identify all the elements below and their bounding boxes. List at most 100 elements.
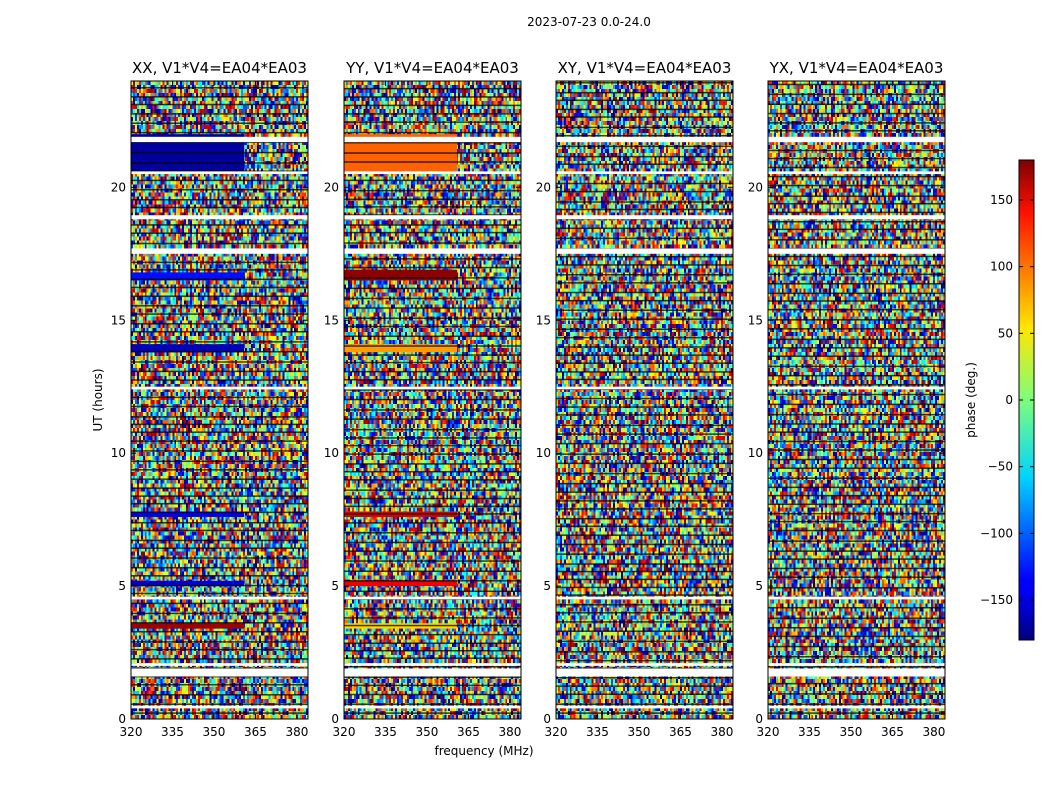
scan-gap-line	[768, 239, 945, 241]
flagged-band	[556, 248, 733, 254]
scan-gap-line	[131, 469, 308, 471]
scan-gap-line	[768, 503, 945, 506]
scan-gap-line	[344, 617, 521, 619]
y-tick-label: 0	[118, 712, 126, 726]
scan-gap-line	[131, 495, 308, 497]
scan-gap-line	[556, 659, 733, 662]
coherent-band	[131, 344, 245, 353]
scan-gap-line	[131, 584, 308, 587]
scan-gap-line	[768, 130, 945, 132]
scan-gap-line	[131, 511, 308, 514]
y-tick-label: 20	[111, 180, 126, 194]
x-tick-label: 380	[498, 725, 521, 739]
scan-gap-line	[556, 336, 733, 339]
scan-gap-line	[556, 525, 733, 528]
flagged-band	[131, 171, 308, 175]
scan-gap-line	[556, 703, 733, 705]
scan-gap-line	[768, 449, 945, 451]
scan-gap-line	[131, 151, 308, 154]
scan-gap-line	[344, 266, 521, 269]
scan-gap-line	[131, 350, 308, 353]
scan-gap-line	[344, 642, 521, 644]
flagged-band	[131, 136, 308, 143]
scan-gap-line	[768, 319, 945, 321]
scan-gap-line	[344, 161, 521, 163]
scan-gap-line	[344, 570, 521, 572]
scan-gap-line	[556, 134, 733, 137]
colorbar-tick-label: 100	[990, 260, 1013, 274]
scan-gap-line	[344, 398, 521, 401]
scan-gap-line	[556, 543, 733, 546]
y-tick-label: 10	[111, 446, 126, 460]
scan-gap-line	[556, 612, 733, 614]
scan-gap-line	[344, 258, 521, 260]
scan-gap-line	[556, 274, 733, 276]
scan-gap-line	[768, 166, 945, 169]
colorbar-tick-label: −150	[980, 593, 1013, 607]
scan-gap-line	[131, 405, 308, 408]
scan-gap-line	[344, 179, 521, 182]
flagged-band	[344, 136, 521, 143]
scan-gap-line	[556, 378, 733, 381]
scan-gap-line	[344, 317, 521, 319]
scan-gap-line	[344, 277, 521, 279]
scan-gap-line	[556, 227, 733, 230]
scan-gap-line	[556, 651, 733, 653]
flagged-band	[556, 596, 733, 600]
scan-gap-line	[768, 347, 945, 349]
scan-gap-line	[344, 463, 521, 465]
scan-gap-line	[131, 612, 308, 615]
scan-gap-line	[556, 491, 733, 493]
x-axis-label: frequency (MHz)	[434, 744, 533, 758]
scan-gap-line	[344, 206, 521, 208]
coherent-band	[131, 511, 245, 517]
scan-gap-line	[556, 346, 733, 348]
scan-gap-line	[556, 182, 733, 185]
colorbar-tick-label: 150	[990, 193, 1013, 207]
scan-gap-line	[131, 712, 308, 714]
y-tick-label: 5	[755, 579, 763, 593]
scan-gap-line	[344, 665, 521, 668]
y-tick-label: 0	[755, 712, 763, 726]
scan-gap-line	[131, 667, 308, 670]
scan-gap-line	[768, 195, 945, 197]
scan-gap-line	[768, 627, 945, 629]
scan-gap-line	[131, 478, 308, 480]
panel-4: YX, V1*V4=EA04*EA03 320 335 350 365 380 0 5 10 15…	[748, 59, 946, 739]
colorbar-ticks: 150 100 50 0 −50 −100 −150	[980, 193, 1034, 607]
flagged-band	[768, 663, 945, 666]
scan-gap-line	[131, 113, 308, 115]
scan-gap-line	[556, 424, 733, 427]
scan-gap-line	[556, 586, 733, 589]
flagged-band	[768, 248, 945, 254]
scan-gap-line	[344, 522, 521, 524]
scan-gap-line	[768, 184, 945, 187]
scan-gap-line	[131, 331, 308, 333]
scan-gap-line	[556, 371, 733, 373]
panel-title: YY, V1*V4=EA04*EA03	[345, 59, 519, 77]
y-tick-label: 10	[536, 446, 551, 460]
scan-gap-line	[556, 116, 733, 118]
scan-gap-line	[131, 694, 308, 696]
scan-gap-line	[344, 224, 521, 226]
scan-gap-line	[556, 82, 733, 84]
scan-gap-line	[344, 121, 521, 123]
scan-gap-line	[131, 313, 308, 315]
scan-gap-line	[556, 482, 733, 485]
coherent-band	[344, 580, 458, 587]
scan-gap-line	[556, 328, 733, 331]
scan-gap-line	[768, 292, 945, 295]
scan-gap-line	[768, 682, 945, 685]
scan-gap-line	[556, 578, 733, 581]
scan-gap-line	[131, 269, 308, 271]
scan-gap-line	[344, 370, 521, 373]
scan-gap-line	[131, 630, 308, 633]
colorbar-label: phase (deg.)	[964, 362, 978, 438]
scan-gap-line	[556, 442, 733, 445]
scan-gap-line	[556, 712, 733, 714]
scan-gap-line	[768, 712, 945, 714]
scan-gap-line	[344, 345, 521, 347]
scan-gap-line	[556, 563, 733, 565]
scan-gap-line	[556, 500, 733, 502]
scan-gap-line	[768, 529, 945, 532]
